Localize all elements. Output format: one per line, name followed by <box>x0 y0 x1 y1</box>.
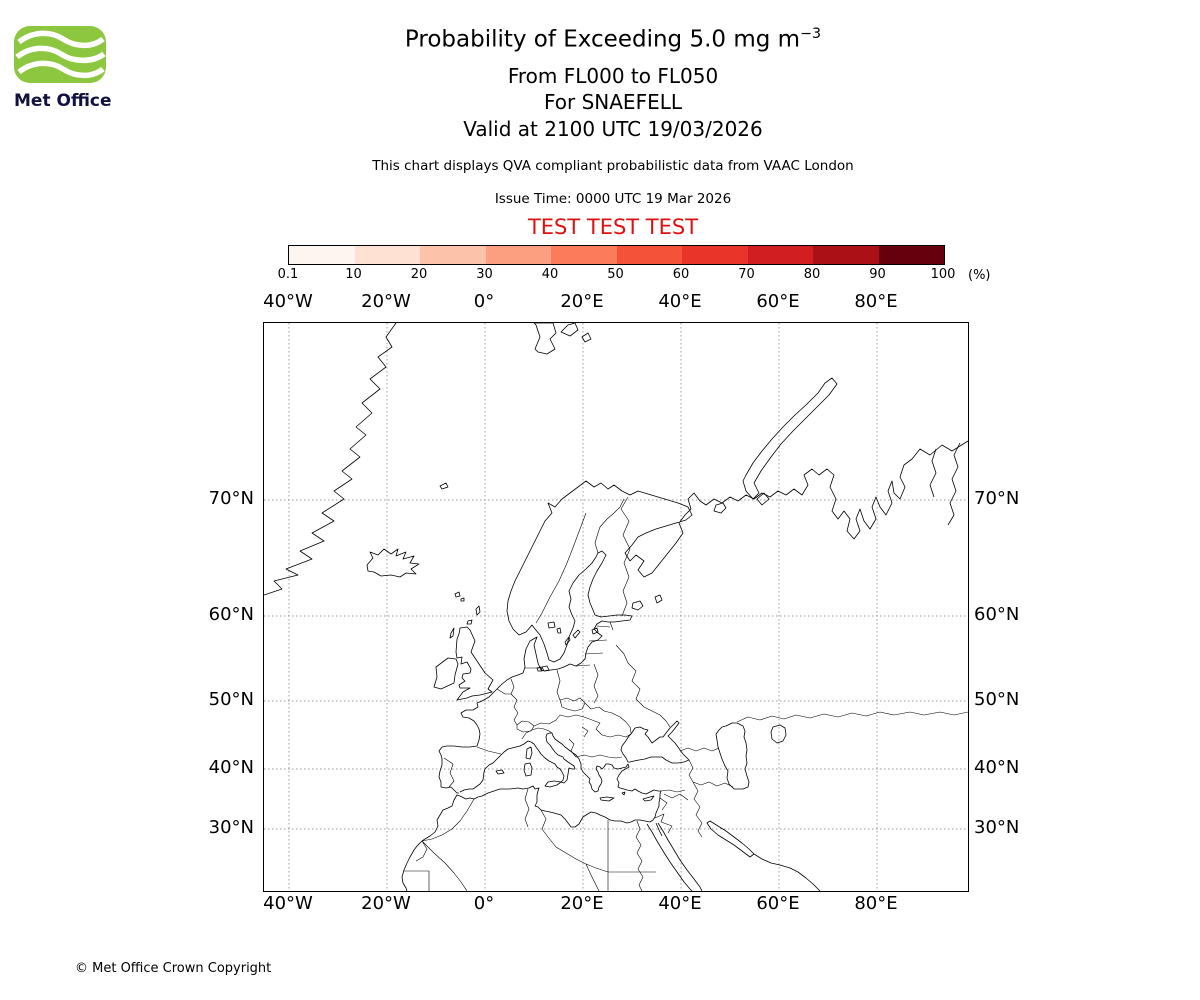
europe-map <box>264 323 968 891</box>
lat-label-right: 70°N <box>974 488 1020 509</box>
colorbar-segment <box>878 246 944 264</box>
colorbar-tick: 100 <box>930 267 956 282</box>
mediterranean-islands <box>495 746 655 802</box>
lon-label-top: 80°E <box>854 291 898 312</box>
lat-label-left: 40°N <box>208 757 254 778</box>
colorbar-tick: 80 <box>803 267 821 282</box>
colorbar-segment <box>289 246 355 264</box>
colorbar-segment <box>813 246 879 264</box>
colorbar-tick: 50 <box>607 267 624 282</box>
colorbar-segment <box>354 246 420 264</box>
lon-label-bottom: 80°E <box>854 893 898 914</box>
colorbar-tick: 90 <box>869 267 886 282</box>
colorbar-tick: 60 <box>672 267 690 282</box>
lon-label-top: 20°W <box>361 291 411 312</box>
red-sea <box>646 822 703 891</box>
lakes <box>547 594 663 634</box>
mainland-coast-south <box>401 732 662 891</box>
borders-asia <box>736 711 968 723</box>
borders-baltics <box>575 621 614 667</box>
colorbar-segment <box>616 246 682 264</box>
borders-iberia <box>443 746 502 788</box>
coastline-svalbard <box>533 323 592 355</box>
colorbar-segment <box>682 246 748 264</box>
lon-label-top: 60°E <box>756 291 800 312</box>
lat-label-left: 50°N <box>208 689 254 710</box>
met-office-logo-icon <box>14 26 106 83</box>
siberia-inlets <box>929 442 961 526</box>
gulf-coast <box>706 820 821 891</box>
valid-time-subtitle: Valid at 2100 UTC 19/03/2026 <box>463 117 763 141</box>
colorbar-unit: (%) <box>968 268 991 283</box>
lat-label-left: 30°N <box>208 817 254 838</box>
lon-label-top: 40°E <box>658 291 702 312</box>
lon-label-bottom: 40°E <box>658 893 702 914</box>
page-title: Probability of Exceeding 5.0 mg m−3 <box>26 26 1200 53</box>
borders-east-europe <box>615 644 671 728</box>
coastline-great-britain <box>455 626 494 701</box>
coastline-ireland <box>433 657 459 690</box>
lat-label-right: 40°N <box>974 757 1020 778</box>
lon-label-top: 40°W <box>263 291 313 312</box>
title-superscript: −3 <box>800 26 822 42</box>
test-banner: TEST TEST TEST <box>527 215 699 239</box>
flight-levels-subtitle: From FL000 to FL050 <box>507 64 719 88</box>
qva-note: This chart displays QVA compliant probab… <box>372 158 854 174</box>
coastline-greenland <box>264 323 397 596</box>
lon-label-top: 0° <box>473 291 495 312</box>
lon-label-top: 20°E <box>560 291 604 312</box>
title-main: Probability of Exceeding 5.0 mg m <box>404 26 801 53</box>
met-office-logo: Met Office <box>14 26 124 111</box>
mainland-coast-north <box>438 440 968 794</box>
nile-river <box>635 820 644 891</box>
colorbar-tick: 20 <box>410 267 428 282</box>
borders-balkans <box>575 710 632 759</box>
lat-label-right: 50°N <box>974 689 1020 710</box>
graticule <box>264 323 968 891</box>
country-borders <box>404 496 968 891</box>
coastlines <box>264 323 968 891</box>
coastline-iceland <box>366 548 420 578</box>
met-office-logo-text: Met Office <box>14 91 112 111</box>
colorbar-segment <box>747 246 813 264</box>
probability-colorbar <box>288 245 945 265</box>
lon-label-bottom: 20°E <box>560 893 604 914</box>
lon-label-bottom: 20°W <box>361 893 411 914</box>
colorbar-segment <box>485 246 551 264</box>
lon-label-bottom: 40°W <box>263 893 313 914</box>
colorbar-tick: 70 <box>738 267 755 282</box>
north-atlantic-islands <box>439 482 481 639</box>
colorbar-tick: 40 <box>541 267 559 282</box>
coastline-caspian-aral <box>715 722 787 790</box>
lon-label-bottom: 60°E <box>756 893 800 914</box>
issue-time: Issue Time: 0000 UTC 19 Mar 2026 <box>494 191 732 207</box>
borders-north-africa <box>404 788 656 891</box>
colorbar-segment <box>551 246 617 264</box>
colorbar-tick: 10 <box>345 267 362 282</box>
coastline-black-sea <box>620 720 690 764</box>
colorbar-tick: 30 <box>476 267 493 282</box>
borders-central-europe <box>496 663 605 758</box>
lon-label-bottom: 0° <box>473 893 495 914</box>
baltic-islands <box>536 627 599 672</box>
colorbar-segment <box>420 246 486 264</box>
borders-scandinavia <box>535 496 631 624</box>
colorbar-tick: 0.1 <box>277 267 299 282</box>
map-frame <box>263 322 969 892</box>
lat-label-left: 70°N <box>208 488 254 509</box>
borders-caucasus-mideast <box>654 747 734 838</box>
copyright-text: © Met Office Crown Copyright <box>75 961 272 976</box>
lat-label-right: 60°N <box>974 604 1020 625</box>
volcano-subtitle: For SNAEFELL <box>543 90 682 114</box>
lat-label-left: 60°N <box>208 604 254 625</box>
lat-label-right: 30°N <box>974 817 1020 838</box>
